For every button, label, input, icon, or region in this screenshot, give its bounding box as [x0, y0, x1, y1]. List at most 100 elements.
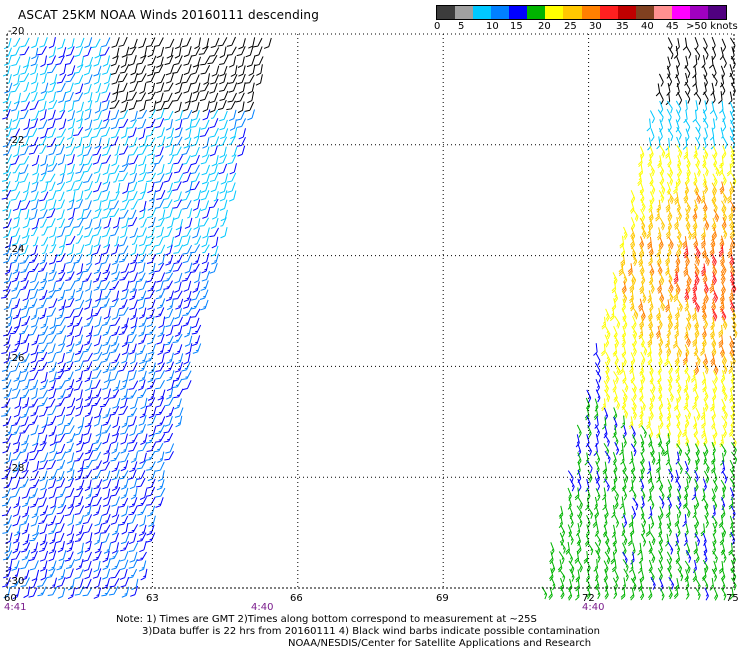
wind-barb	[577, 478, 582, 492]
wind-barb	[5, 308, 13, 320]
wind-barb	[721, 209, 727, 222]
wind-barb	[587, 469, 593, 483]
wind-barb	[710, 353, 716, 367]
wind-barb	[37, 577, 48, 587]
wind-barb	[640, 370, 646, 384]
wind-barb	[137, 290, 147, 301]
wind-barb	[702, 82, 707, 96]
wind-barb	[704, 217, 710, 231]
wind-barb	[82, 342, 93, 353]
wind-barb	[729, 127, 735, 141]
wind-barb	[157, 470, 165, 482]
wind-barb	[208, 198, 219, 209]
wind-barb	[721, 415, 728, 429]
wind-barb	[621, 290, 628, 304]
wind-barb	[622, 379, 629, 393]
wind-barb	[56, 245, 65, 257]
wind-barb	[605, 370, 610, 384]
wind-barb	[23, 81, 30, 93]
wind-barb	[156, 46, 164, 59]
wind-barb	[111, 559, 121, 570]
wind-barb	[165, 119, 173, 131]
wind-barb	[84, 235, 94, 247]
wind-barb	[583, 550, 589, 564]
wind-barb	[147, 227, 155, 239]
wind-barb	[74, 550, 84, 562]
wind-barb	[190, 244, 201, 254]
wind-barb	[85, 253, 93, 266]
wind-barb	[102, 513, 111, 525]
wind-barb	[102, 145, 111, 156]
wind-barb	[92, 154, 102, 165]
wind-barb	[21, 127, 31, 139]
wind-barb	[29, 470, 39, 481]
wind-barb	[38, 514, 48, 525]
wind-barb	[247, 91, 255, 104]
wind-barb	[165, 325, 174, 337]
wind-barb	[85, 443, 94, 455]
wind-barb	[622, 271, 628, 285]
wind-barb	[695, 407, 701, 421]
wind-barb	[585, 478, 590, 492]
wind-barb	[11, 451, 22, 461]
wind-barb	[146, 478, 156, 489]
wind-barb	[659, 290, 665, 304]
wind-barb	[683, 532, 688, 547]
wind-barb	[621, 523, 626, 537]
wind-barb	[145, 451, 156, 461]
wind-barb	[200, 119, 210, 130]
wind-barb	[10, 487, 20, 498]
wind-barb	[48, 145, 57, 156]
wind-barb	[576, 424, 582, 438]
wind-barb	[103, 307, 111, 320]
wind-barb	[165, 406, 175, 418]
wind-barb	[39, 144, 47, 154]
wind-barb	[18, 325, 29, 335]
wind-barb	[102, 407, 111, 419]
wind-barb	[575, 523, 581, 536]
wind-barb	[73, 380, 83, 391]
wind-barb	[93, 110, 102, 121]
wind-barb	[2, 244, 11, 256]
wind-barb	[587, 542, 594, 556]
wind-barb	[675, 505, 682, 518]
wind-barb	[613, 371, 619, 384]
wind-barb	[174, 361, 183, 373]
wind-barb	[114, 236, 119, 247]
wind-barb	[75, 334, 83, 346]
wind-barb	[102, 362, 111, 374]
wind-barb	[20, 407, 30, 419]
wind-barb	[685, 208, 690, 222]
wind-barb	[227, 92, 237, 103]
wind-barb	[713, 289, 718, 303]
wind-barb	[110, 244, 119, 255]
legend-swatch	[527, 6, 546, 19]
wind-barb	[640, 351, 646, 365]
legend-swatch	[563, 6, 582, 19]
wind-barb	[586, 443, 592, 456]
wind-barb	[66, 405, 76, 417]
wind-barb	[65, 442, 74, 454]
wind-barb	[118, 109, 129, 120]
wind-barb	[658, 190, 665, 203]
wind-barb	[59, 100, 66, 113]
wind-barb	[112, 416, 120, 429]
wind-barb	[93, 65, 102, 77]
wind-barb	[166, 370, 175, 382]
wind-barb	[682, 37, 688, 51]
wind-barb	[57, 497, 67, 509]
wind-barb	[84, 108, 92, 121]
wind-barb	[245, 46, 254, 58]
wind-barb	[684, 344, 690, 358]
wind-barb	[674, 307, 680, 321]
wind-barb	[702, 532, 707, 546]
wind-barb	[102, 551, 110, 563]
wind-barb	[3, 163, 12, 175]
wind-barb	[711, 343, 717, 357]
wind-barb	[728, 542, 733, 556]
wind-barb	[695, 550, 700, 564]
wind-barb	[658, 343, 663, 357]
wind-barb	[712, 118, 716, 130]
wind-barb	[700, 227, 706, 241]
wind-barb	[666, 343, 672, 357]
